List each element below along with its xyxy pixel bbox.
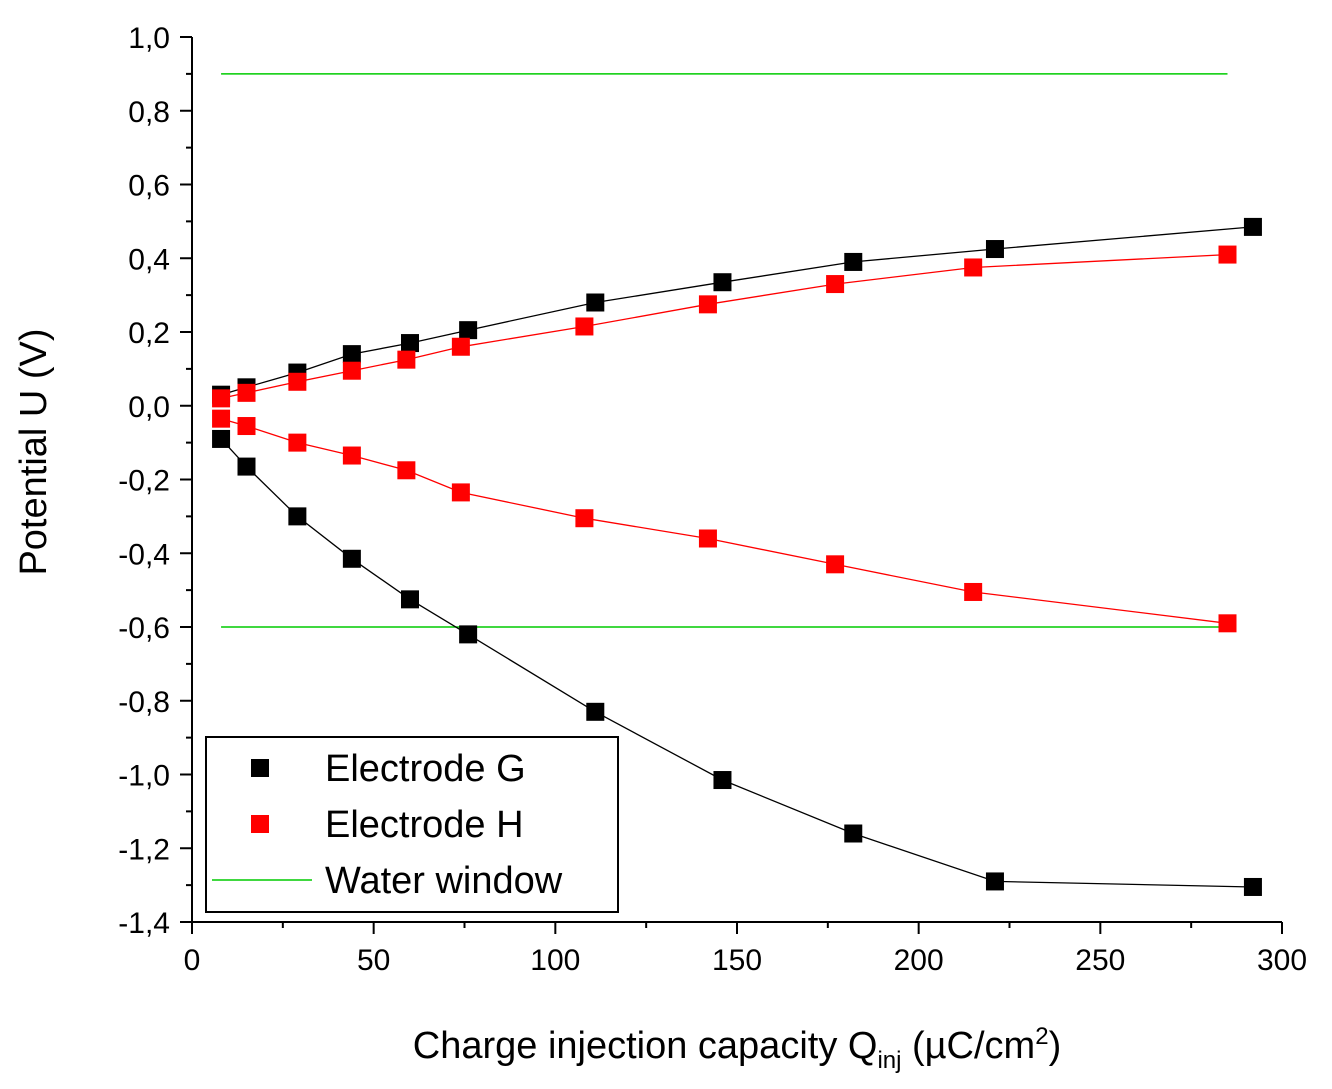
x-axis-title: Charge injection capacity Qinj (µC/cm2) (413, 1023, 1061, 1074)
y-tick-label: -1,2 (118, 833, 170, 866)
electrode-h-anodic-point (397, 350, 416, 369)
y-tick-label: -1,0 (118, 760, 170, 793)
x-axis-title-superscript: 2 (1035, 1023, 1048, 1050)
electrode-h-anodic-point (451, 337, 470, 356)
electrode-g-anodic-point (401, 334, 419, 353)
y-tick-label: 0,2 (128, 317, 170, 350)
electrode-g-anodic-point (844, 252, 863, 271)
y-tick-label: -0,2 (118, 465, 170, 498)
y-tick-label: -0,8 (118, 686, 170, 719)
x-axis-title-unit: (µC/cm (901, 1025, 1035, 1067)
ticks-layer: 1,0 0,8 0,6 0,4 0,2 0,0 -0,2 -0,4 -0,6 -0,8 -1,0 -1… (118, 22, 1307, 977)
legend-label-water-window: Water window (325, 860, 563, 902)
electrode-h-anodic-point (212, 389, 231, 408)
electrode-g-cathodic-point (844, 824, 863, 843)
electrode-h-cathodic-point (826, 555, 845, 574)
electrode-h-anodic-point (964, 258, 983, 277)
electrode-h-cathodic-point (964, 582, 983, 601)
electrode-h-anodic-point (288, 372, 307, 391)
x-axis-title-close: ) (1049, 1025, 1062, 1067)
electrode-h-cathodic-point (397, 461, 416, 480)
electrode-g-cathodic-point (586, 702, 605, 721)
electrode-g-cathodic-point (237, 457, 256, 476)
electrode-g-anodic-point (586, 293, 605, 312)
x-tick-label: 200 (894, 944, 944, 977)
electrode-g-anodic-point (459, 321, 478, 340)
electrode-g-anodic-line (220, 226, 1253, 396)
electrode-h-anodic-point (575, 317, 594, 336)
electrode-g-cathodic-point (401, 590, 419, 609)
legend-box (205, 736, 619, 913)
legend-label-electrode-h: Electrode H (325, 804, 524, 846)
x-tick-label: 100 (530, 944, 580, 977)
legend-marker-electrode-h (251, 815, 269, 833)
electrode-h-anodic-point (237, 383, 256, 402)
y-tick-label: 0,4 (128, 243, 170, 276)
electrode-h-anodic-point (1218, 245, 1237, 264)
x-tick-label: 250 (1075, 944, 1125, 977)
electrode-g-anodic-point (713, 273, 732, 292)
electrode-g-cathodic-point (288, 507, 307, 526)
y-tick-label: 0,0 (128, 391, 170, 424)
electrode-h-cathodic-point (212, 409, 231, 428)
electrode-g-anodic-point (342, 345, 361, 364)
electrode-h-anodic-point (342, 361, 361, 380)
y-tick-label: -1,4 (118, 907, 170, 940)
y-tick-label: 1,0 (128, 22, 170, 55)
electrode-g-anodic-point (1243, 217, 1262, 236)
electrode-h-anodic-point (698, 295, 717, 314)
x-axis-title-main: Charge injection capacity Q (413, 1025, 878, 1067)
electrode-g-cathodic-point (985, 872, 1004, 891)
legend-label-electrode-g: Electrode G (325, 748, 526, 790)
electrode-h-cathodic-line (220, 418, 1228, 624)
electrode-g-anodic-point (985, 240, 1004, 259)
electrode-g-cathodic-point (459, 625, 478, 644)
x-tick-label: 150 (712, 944, 762, 977)
y-tick-label: 0,6 (128, 170, 170, 203)
x-tick-label: 0 (184, 944, 201, 977)
y-tick-label: -0,4 (118, 538, 170, 571)
electrode-h-cathodic-point (1218, 614, 1237, 633)
x-axis-title-subscript: inj (877, 1047, 901, 1074)
electrode-h-cathodic-point (342, 446, 361, 465)
y-axis-title: Potential U (V) (13, 328, 55, 575)
electrode-h-cathodic-point (288, 433, 307, 452)
electrode-h-cathodic-point (451, 483, 470, 502)
electrode-h-cathodic-point (575, 509, 594, 528)
x-tick-label: 300 (1257, 944, 1307, 977)
electrode-g-cathodic-point (212, 429, 231, 448)
electrode-h-cathodic-point (698, 529, 717, 548)
y-tick-label: 0,8 (128, 96, 170, 129)
electrode-g-cathodic-point (713, 771, 732, 790)
reference-lines-layer (221, 73, 1228, 628)
y-tick-label: -0,6 (118, 612, 170, 645)
electrode-g-cathodic-point (342, 549, 361, 568)
legend: Electrode G Electrode H Water window (205, 736, 619, 913)
electrode-h-cathodic-point (237, 417, 256, 436)
electrode-h-anodic-point (826, 275, 845, 294)
x-tick-label: 50 (357, 944, 390, 977)
electrode-g-cathodic-point (1243, 877, 1262, 896)
series-layer (212, 217, 1262, 896)
legend-marker-electrode-g (251, 759, 269, 777)
